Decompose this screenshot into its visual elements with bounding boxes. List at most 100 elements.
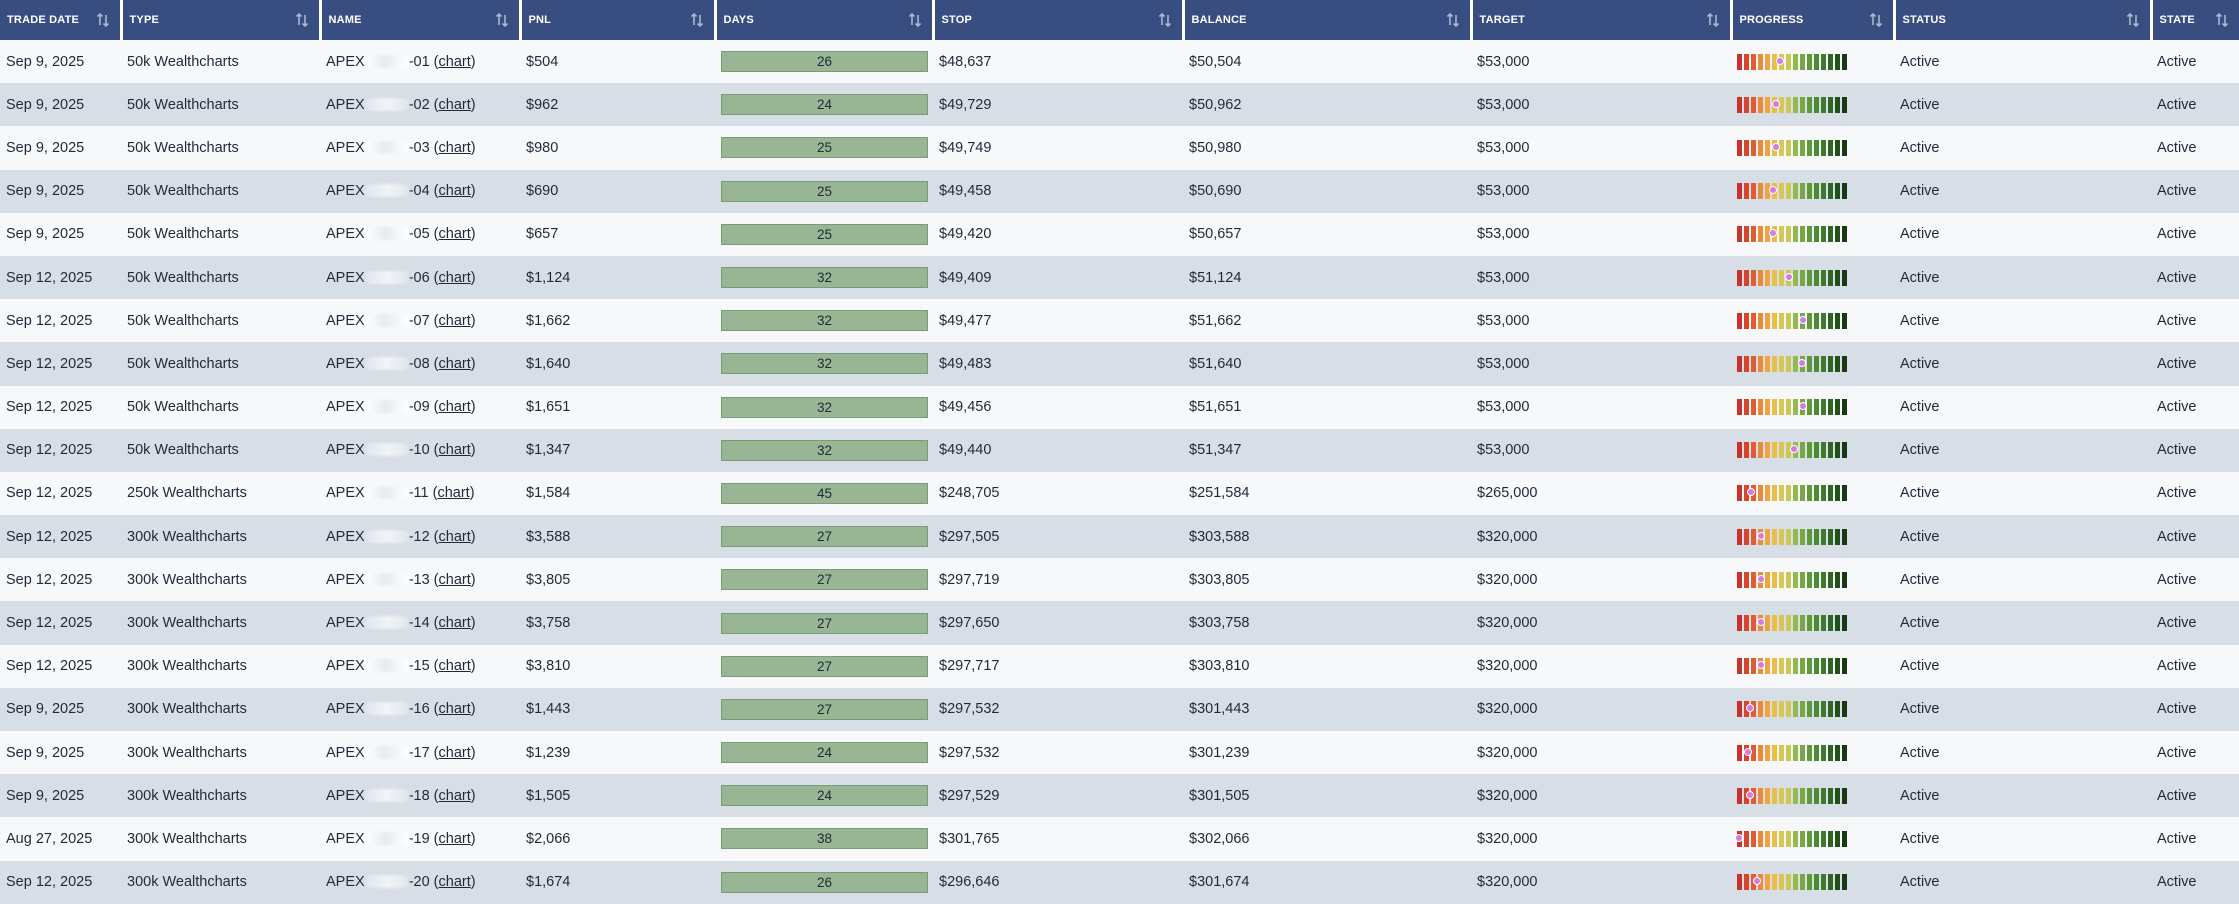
sort-arrows-icon[interactable]	[1705, 12, 1721, 28]
progress-marker	[1753, 878, 1760, 885]
column-header-days[interactable]: DAYS	[715, 0, 935, 40]
table-row[interactable]: Sep 9, 2025 50k Wealthcharts APEX -05 (char…	[0, 212, 2239, 256]
chart-link[interactable]: chart	[438, 312, 471, 329]
chart-link[interactable]: chart	[438, 528, 471, 545]
chart-link[interactable]: chart	[438, 139, 471, 156]
status-cell: Active	[1894, 817, 2151, 861]
table-row[interactable]: Sep 12, 2025 50k Wealthcharts APEX -06 (cha…	[0, 255, 2239, 300]
sort-arrows-icon[interactable]	[2214, 12, 2230, 28]
progress-segment	[1751, 528, 1756, 545]
chart-link[interactable]: chart	[438, 442, 471, 459]
table-row[interactable]: Sep 9, 2025 50k Wealthcharts APEX -04 (char…	[0, 169, 2239, 213]
progress-segment	[1779, 485, 1784, 502]
table-row[interactable]: Sep 12, 2025 50k Wealthcharts APEX -08 (cha…	[0, 342, 2239, 386]
chart-link[interactable]: chart	[438, 787, 471, 804]
progress-segment	[1765, 226, 1770, 243]
sort-arrows-icon[interactable]	[294, 12, 310, 28]
chart-link[interactable]: chart	[438, 615, 471, 632]
sort-arrows-icon[interactable]	[689, 12, 705, 28]
sort-arrows-icon[interactable]	[1445, 12, 1461, 28]
balance-cell: $51,124	[1183, 255, 1471, 300]
table-row[interactable]: Sep 12, 2025 250k Wealthcharts APEX -11 (ch…	[0, 471, 2239, 516]
progress-cell	[1731, 40, 1894, 84]
type-cell: 300k Wealthcharts	[121, 817, 320, 861]
progress-segment	[1793, 53, 1798, 70]
progress-segment	[1814, 399, 1819, 416]
chart-link[interactable]: chart	[438, 269, 471, 286]
progress-segment	[1807, 269, 1812, 286]
table-row[interactable]: Sep 9, 2025 50k Wealthcharts APEX -02 (char…	[0, 83, 2239, 127]
column-header-status[interactable]: STATUS	[1894, 0, 2153, 40]
progress-segment	[1835, 442, 1840, 459]
column-header-target[interactable]: TARGET	[1471, 0, 1733, 40]
table-row[interactable]: Sep 12, 2025 50k Wealthcharts APEX -09 (cha…	[0, 385, 2239, 429]
table-row[interactable]: Sep 9, 2025 50k Wealthcharts APEX -01 (char…	[0, 40, 2239, 84]
progress-segment	[1814, 269, 1819, 286]
progress-segment	[1772, 269, 1777, 286]
chart-link[interactable]: chart	[438, 355, 471, 372]
days-cell: 25	[715, 126, 933, 170]
chart-link[interactable]: chart	[438, 874, 471, 891]
sort-arrows-icon[interactable]	[95, 12, 111, 28]
table-row[interactable]: Sep 12, 2025 300k Wealthcharts APEX -20 (ch…	[0, 860, 2239, 904]
pnl-cell: $1,239	[520, 731, 715, 775]
table-row[interactable]: Aug 27, 2025 300k Wealthcharts APEX -19 (ch…	[0, 817, 2239, 861]
table-row[interactable]: Sep 9, 2025 300k Wealthcharts APEX -17 (cha…	[0, 731, 2239, 775]
sort-arrows-icon[interactable]	[2125, 12, 2141, 28]
progress-segment	[1793, 701, 1798, 718]
table-row[interactable]: Sep 12, 2025 50k Wealthcharts APEX -10 (cha…	[0, 428, 2239, 472]
column-header-balance[interactable]: BALANCE	[1183, 0, 1473, 40]
progress-segment	[1779, 399, 1784, 416]
type-cell: 50k Wealthcharts	[121, 169, 320, 213]
type-cell: 300k Wealthcharts	[121, 515, 320, 559]
table-row[interactable]: Sep 9, 2025 300k Wealthcharts APEX -18 (cha…	[0, 774, 2239, 818]
table-row[interactable]: Sep 12, 2025 50k Wealthcharts APEX -07 (cha…	[0, 299, 2239, 343]
column-header-progress[interactable]: PROGRESS	[1731, 0, 1896, 40]
progress-marker	[1791, 446, 1798, 453]
column-header-name[interactable]: NAME	[320, 0, 522, 40]
stop-cell: $297,529	[933, 774, 1183, 818]
sort-arrows-icon[interactable]	[1868, 12, 1884, 28]
chart-link[interactable]: chart	[438, 226, 471, 243]
column-header-state[interactable]: STATE	[2151, 0, 2239, 40]
progress-segment	[1793, 139, 1798, 156]
progress-segment	[1842, 96, 1847, 113]
type-cell: 50k Wealthcharts	[121, 342, 320, 386]
progress-segment	[1800, 571, 1805, 588]
progress-segment	[1842, 269, 1847, 286]
stop-cell: $297,532	[933, 731, 1183, 775]
progress-segment	[1765, 312, 1770, 329]
column-header-label: TRADE DATE	[7, 14, 80, 26]
chart-link[interactable]: chart	[438, 571, 471, 588]
sort-arrows-icon[interactable]	[494, 12, 510, 28]
chart-link[interactable]: chart	[437, 485, 470, 502]
progress-segment	[1765, 571, 1770, 588]
progress-segment	[1842, 312, 1847, 329]
column-header-type[interactable]: TYPE	[121, 0, 322, 40]
chart-link[interactable]: chart	[438, 399, 471, 416]
column-header-label: DAYS	[723, 14, 754, 26]
chart-link[interactable]: chart	[438, 658, 471, 675]
chart-link[interactable]: chart	[438, 744, 471, 761]
table-row[interactable]: Sep 12, 2025 300k Wealthcharts APEX -14 (ch…	[0, 601, 2239, 645]
trade-date-cell: Sep 9, 2025	[0, 774, 121, 818]
column-header-trade-date[interactable]: TRADE DATE	[0, 0, 123, 40]
sort-arrows-icon[interactable]	[907, 12, 923, 28]
progress-segment	[1835, 658, 1840, 675]
chart-link[interactable]: chart	[438, 830, 471, 847]
sort-arrows-icon[interactable]	[1157, 12, 1173, 28]
column-header-pnl[interactable]: PNL	[520, 0, 717, 40]
progress-segment	[1779, 744, 1784, 761]
progress-segment	[1744, 96, 1749, 113]
column-header-stop[interactable]: STOP	[933, 0, 1185, 40]
chart-link[interactable]: chart	[438, 96, 471, 113]
table-row[interactable]: Sep 12, 2025 300k Wealthcharts APEX -13 (ch…	[0, 558, 2239, 602]
table-row[interactable]: Sep 12, 2025 300k Wealthcharts APEX -12 (ch…	[0, 515, 2239, 559]
table-row[interactable]: Sep 9, 2025 300k Wealthcharts APEX -16 (cha…	[0, 687, 2239, 731]
progress-segment	[1786, 355, 1791, 372]
chart-link[interactable]: chart	[438, 701, 471, 718]
chart-link[interactable]: chart	[438, 183, 471, 200]
chart-link[interactable]: chart	[438, 53, 471, 70]
table-row[interactable]: Sep 9, 2025 50k Wealthcharts APEX -03 (char…	[0, 126, 2239, 170]
table-row[interactable]: Sep 12, 2025 300k Wealthcharts APEX -15 (ch…	[0, 644, 2239, 688]
